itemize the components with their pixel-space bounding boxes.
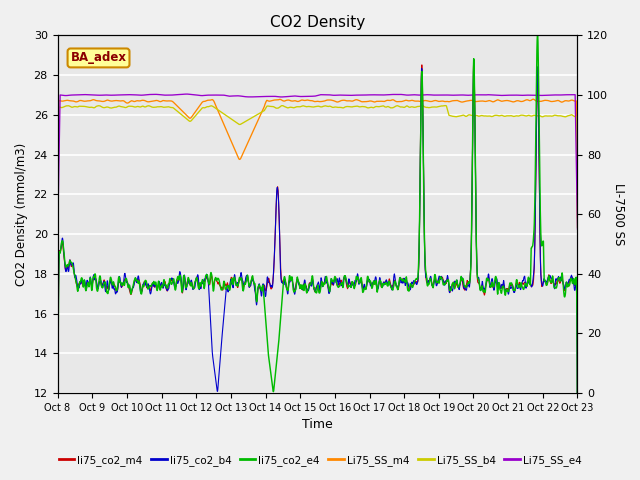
X-axis label: Time: Time <box>302 419 333 432</box>
Title: CO2 Density: CO2 Density <box>270 15 365 30</box>
Y-axis label: CO2 Density (mmol/m3): CO2 Density (mmol/m3) <box>15 143 28 286</box>
Y-axis label: LI-7500 SS: LI-7500 SS <box>612 183 625 245</box>
Text: BA_adex: BA_adex <box>70 51 127 64</box>
Legend: li75_co2_m4, li75_co2_b4, li75_co2_e4, Li75_SS_m4, Li75_SS_b4, Li75_SS_e4: li75_co2_m4, li75_co2_b4, li75_co2_e4, L… <box>54 451 586 470</box>
